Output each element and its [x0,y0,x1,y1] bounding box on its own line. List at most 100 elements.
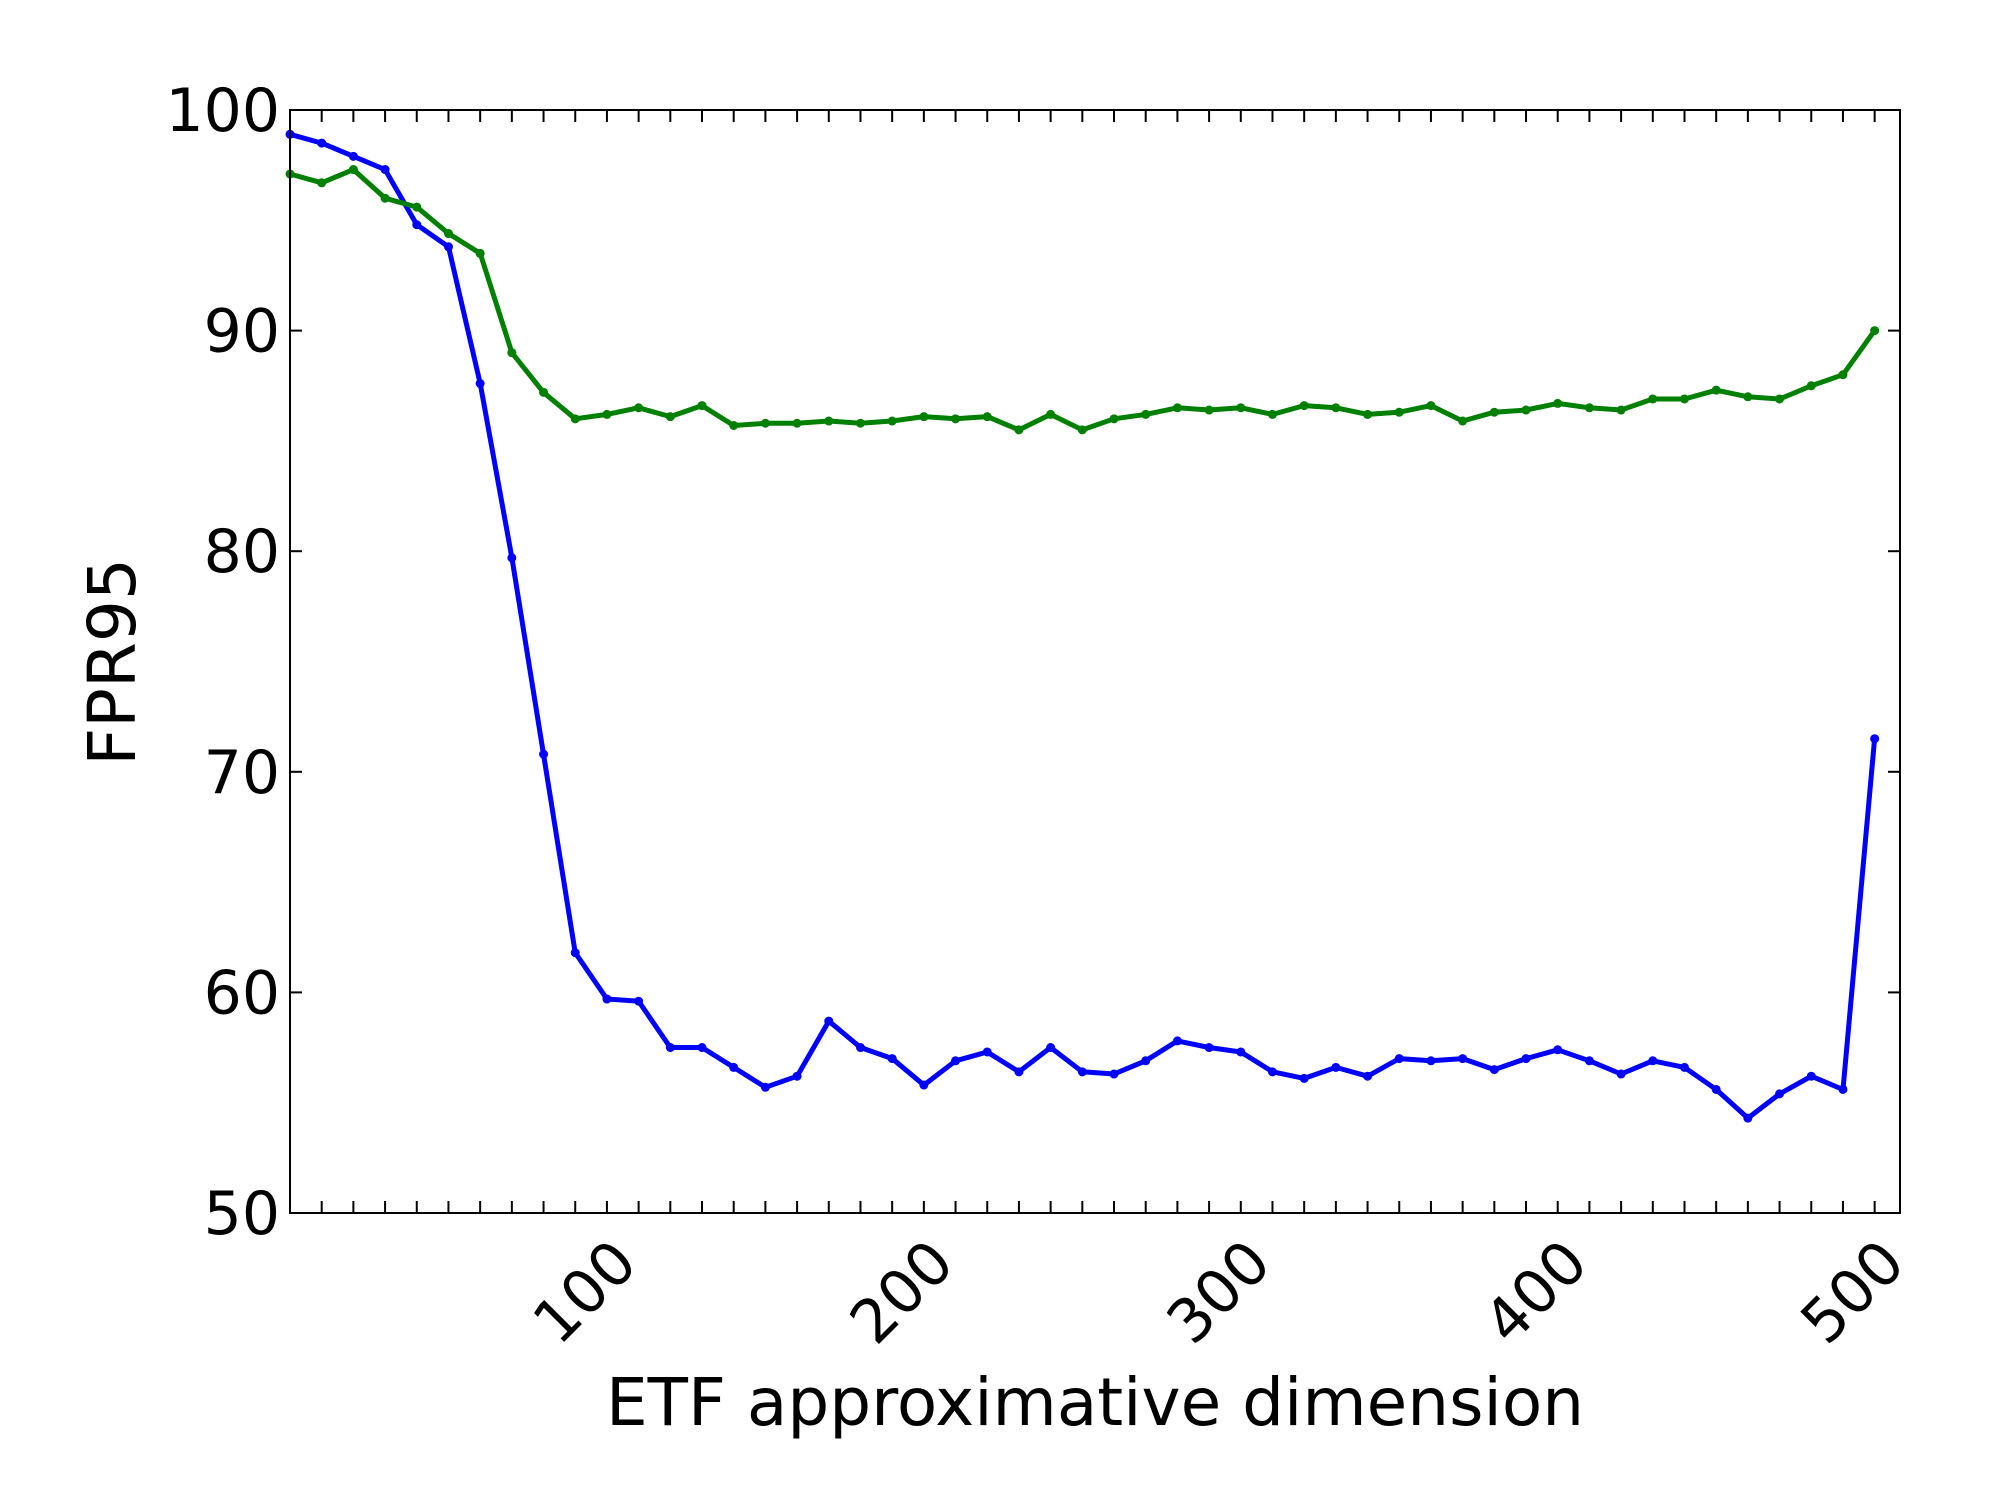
data-point [1679,1062,1689,1072]
data-point [1141,1056,1151,1066]
data-point [1775,394,1785,404]
series-line-0 [287,131,1878,1121]
data-point [1172,1036,1182,1046]
data-point [602,409,612,419]
data-point [1046,409,1056,419]
data-point [1489,407,1499,417]
data-point [412,202,422,212]
data-point [982,1047,992,1057]
data-point [539,387,549,397]
data-point [919,1080,929,1090]
data-point [1172,403,1182,413]
data-point [1141,409,1151,419]
data-point [1553,398,1563,408]
data-point [1584,1056,1594,1066]
data-point [982,412,992,422]
data-point [1553,1045,1563,1055]
data-point [1426,1056,1436,1066]
data-point [1363,409,1373,419]
data-point [1584,403,1594,413]
data-point [1046,1043,1056,1053]
data-point [507,553,517,563]
data-point [634,996,644,1006]
data-point [919,412,929,422]
data-point [1743,1113,1753,1123]
data-point [317,178,327,188]
data-point [348,151,358,161]
data-point [317,138,327,148]
data-point [1363,1071,1373,1081]
y-tick-label: 100 [165,76,280,146]
data-point [443,242,453,252]
data-point [1331,1062,1341,1072]
x-tick-label: 200 [837,1227,967,1357]
x-tick-label: 100 [520,1227,650,1357]
axes: 50 60 70 80 90 100 100 200 300 400 500 [165,76,1918,1358]
data-point [1521,405,1531,415]
data-point [507,348,517,358]
data-point [1743,392,1753,402]
data-point [412,220,422,230]
data-point [792,1071,802,1081]
data-point [570,948,580,958]
data-point [697,1043,707,1053]
y-axis-title: FPR95 [74,558,151,766]
data-point [792,418,802,428]
data-point [1616,1069,1626,1079]
data-point [1648,1056,1658,1066]
data-point [951,1056,961,1066]
data-point [855,418,865,428]
data-point [602,994,612,1004]
data-point [1394,407,1404,417]
data-point [1267,409,1277,419]
data-point [1806,381,1816,391]
data-point [824,416,834,426]
data-point [1679,394,1689,404]
data-point [1267,1067,1277,1077]
data-point [570,414,580,424]
data-point [760,1082,770,1092]
data-point [1648,394,1658,404]
data-point [348,165,358,175]
data-point [1014,1067,1024,1077]
data-point [1204,1043,1214,1053]
data-point [475,379,485,389]
x-tick-label: 300 [1154,1227,1284,1357]
data-point [1077,1067,1087,1077]
data-point [1014,425,1024,435]
data-point [1838,370,1848,380]
data-point [665,1043,675,1053]
data-point [380,193,390,203]
data-point [665,412,675,422]
y-tick-label: 90 [204,297,280,367]
data-point [1204,405,1214,415]
data-point [1870,734,1880,744]
data-point [1236,1047,1246,1057]
data-point [634,403,644,413]
data-point [1489,1065,1499,1075]
data-point [1806,1071,1816,1081]
data-point [539,749,549,759]
data-point [1521,1054,1531,1064]
data-point [1870,326,1880,336]
data-point [475,248,485,258]
data-point [1299,401,1309,411]
data-point [1711,385,1721,395]
x-tick-label: 500 [1788,1227,1918,1357]
data-point [1236,403,1246,413]
data-point [951,414,961,424]
plot-marks [285,129,1880,1123]
data-point [1775,1089,1785,1099]
data-point [1331,403,1341,413]
data-point [443,229,453,239]
plot-frame [289,109,1901,1214]
data-point [1616,405,1626,415]
data-point [1838,1084,1848,1094]
data-point [1394,1054,1404,1064]
data-point [1109,414,1119,424]
data-point [1458,1054,1468,1064]
data-point [1458,416,1468,426]
x-tick-label: 400 [1471,1227,1601,1357]
